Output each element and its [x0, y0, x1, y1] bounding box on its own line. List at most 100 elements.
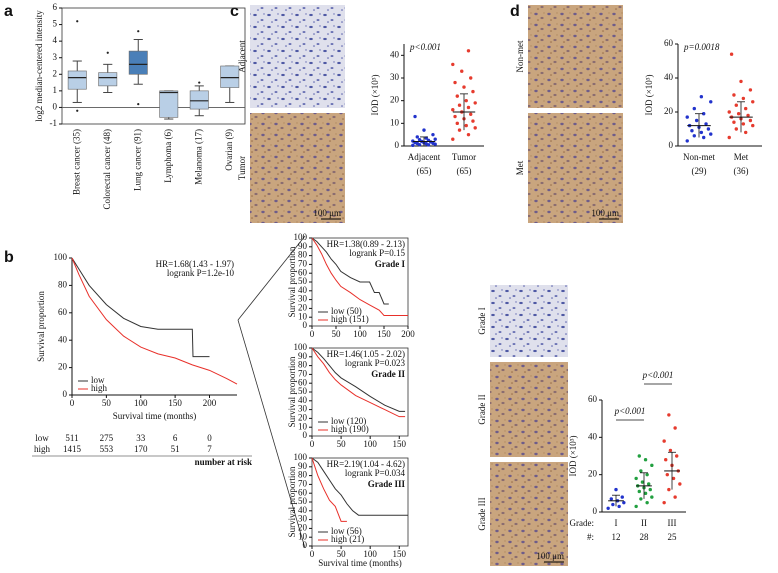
y-tick-label: 30	[298, 404, 308, 414]
image-label: Tumor	[237, 156, 247, 180]
dot	[685, 115, 689, 119]
micrograph	[490, 462, 568, 566]
dot	[736, 112, 741, 116]
dot	[729, 52, 734, 56]
scale-bar-label: 100 μm	[536, 551, 564, 561]
y-tick-label: 50	[298, 276, 308, 286]
x-tick-label: Adjacent	[408, 152, 441, 162]
dot	[469, 76, 473, 80]
n-label: 25	[668, 532, 678, 542]
dot	[473, 126, 477, 130]
dot	[471, 119, 475, 123]
y-tick-label: 3	[53, 52, 58, 62]
dot	[667, 487, 671, 492]
legend-label: high (190)	[331, 424, 369, 434]
y-tick-label: 10	[390, 117, 400, 127]
y-axis-label: Survival proportion	[287, 246, 297, 317]
x-tick-label: II	[641, 518, 647, 528]
legend-label: high (21)	[331, 534, 364, 544]
y-tick-label: 1	[53, 85, 58, 95]
n-label: (65)	[457, 166, 472, 176]
legend-label: low (56)	[331, 526, 362, 536]
dot	[639, 497, 643, 501]
y-tick-label: 60	[298, 487, 308, 497]
x-tick-label: I	[615, 518, 618, 528]
y-tick-label: 50	[298, 386, 308, 396]
dot	[702, 135, 706, 140]
outlier	[137, 103, 140, 106]
image-label: Non-met	[515, 40, 525, 72]
risk-count: 7	[207, 444, 212, 454]
y-axis-label: Survival proportion	[287, 466, 297, 537]
y-tick-label: 4	[53, 35, 58, 45]
dot	[413, 114, 417, 119]
y-tick-label: 20	[664, 106, 674, 116]
y-tick-label: 5	[53, 19, 58, 29]
micrograph	[528, 113, 623, 223]
y-tick-label: 80	[298, 470, 308, 480]
dot	[739, 79, 743, 84]
box	[189, 90, 209, 110]
dot	[734, 103, 738, 107]
dot	[709, 132, 713, 136]
risk-count: 0	[207, 433, 212, 443]
y-tick-label: 40	[390, 49, 400, 59]
x-axis-label: Survival time (months)	[113, 411, 197, 421]
y-axis-label: IOD (×10³)	[644, 74, 654, 115]
y-tick-label: 30	[298, 514, 308, 524]
risk-count: 553	[100, 444, 114, 454]
x-tick-label: Ovarian (9)	[224, 129, 234, 171]
dot	[665, 472, 669, 477]
dot	[727, 110, 731, 114]
y-tick-label: 40	[298, 505, 308, 515]
x-tick-label: 150	[168, 398, 182, 408]
grade-label: Grade III	[368, 479, 406, 489]
survival-curve	[311, 237, 389, 305]
row-label: Grade:	[570, 518, 595, 528]
y-tick-label: 60	[298, 267, 308, 277]
box	[220, 65, 240, 88]
y-tick-label: 0	[303, 540, 308, 550]
dot	[673, 426, 677, 430]
annotation: logrank P=0.023	[345, 358, 406, 368]
y-tick-label: 60	[664, 38, 674, 48]
outlier	[198, 81, 201, 84]
y-axis-label: Survival proportion	[287, 356, 297, 427]
x-tick-label: 200	[401, 329, 415, 339]
y-tick-label: 20	[588, 469, 598, 479]
y-tick-label: 50	[298, 496, 308, 506]
dot	[460, 69, 464, 73]
annotation: logrank P=0.15	[349, 248, 405, 258]
dot	[455, 94, 459, 98]
dot	[469, 112, 473, 116]
scale-bar-label: 100 μm	[591, 208, 619, 218]
outlier	[106, 51, 109, 54]
dot	[451, 137, 455, 141]
dot	[727, 135, 731, 140]
risk-count: 275	[100, 433, 114, 443]
y-tick-label: 60	[298, 377, 308, 387]
dot	[634, 476, 638, 481]
y-axis-label: Survival proportion	[36, 291, 46, 362]
legend-label: low (50)	[331, 306, 362, 316]
y-tick-label: 2	[53, 68, 58, 78]
y-tick-label: 40	[588, 431, 598, 441]
dot	[704, 122, 708, 126]
x-tick-label: Non-met	[683, 152, 715, 162]
box	[67, 70, 87, 90]
dot	[690, 129, 694, 133]
x-tick-label: 0	[310, 439, 315, 449]
x-tick-label: Colorectal cancer (48)	[102, 129, 112, 209]
y-tick-label: 80	[58, 279, 68, 289]
survival-curve	[311, 457, 408, 516]
x-tick-label: 100	[363, 549, 377, 559]
dot	[614, 487, 618, 492]
dot	[751, 100, 755, 104]
x-tick-label: 100	[353, 329, 367, 339]
dot	[473, 101, 477, 105]
dot	[650, 495, 654, 499]
dot	[466, 105, 471, 110]
zoom-line	[237, 235, 306, 321]
dot	[748, 118, 753, 123]
dot	[702, 112, 706, 116]
